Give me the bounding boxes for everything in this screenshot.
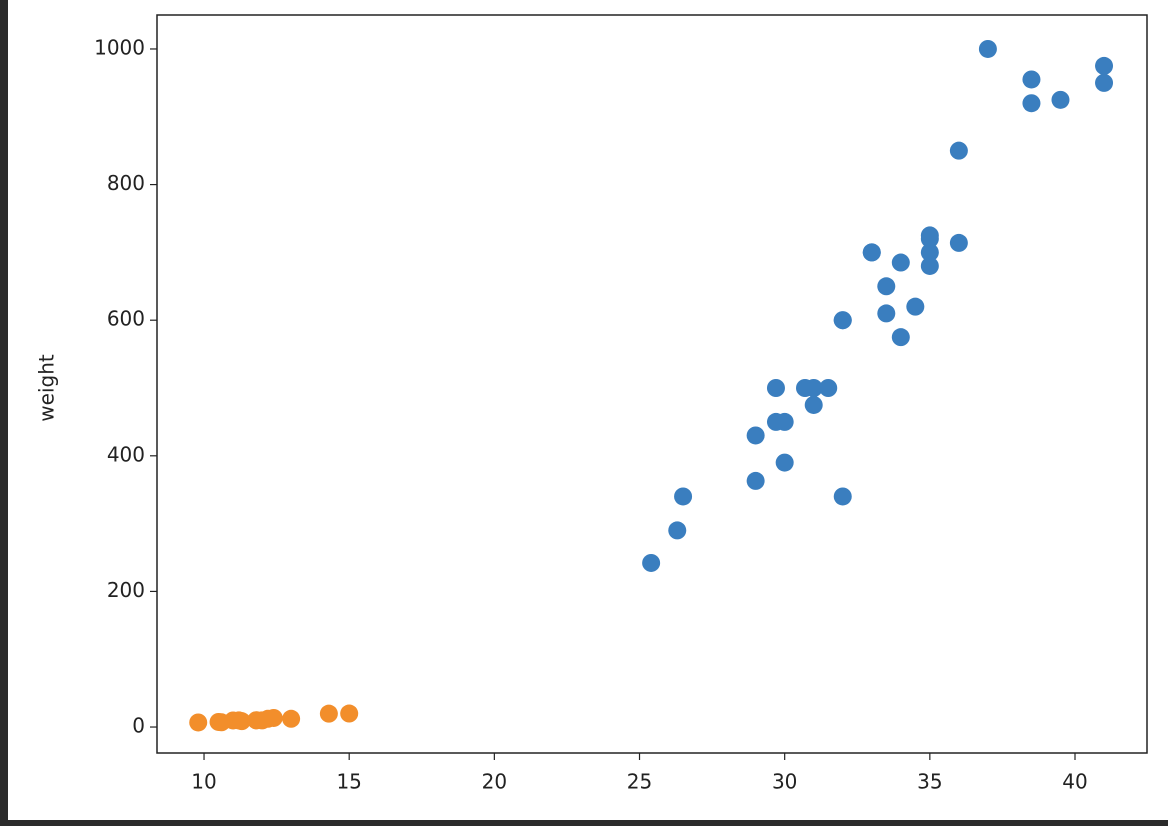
scatter-point <box>674 487 693 506</box>
scatter-point <box>819 379 838 398</box>
scatter-point <box>920 256 939 275</box>
scatter-point <box>804 395 823 414</box>
plot-frame <box>156 14 1148 754</box>
scatter-point <box>189 713 208 732</box>
scatter-point <box>668 521 687 540</box>
y-tick-label: 0 <box>132 714 145 738</box>
y-axis-label: weight <box>35 354 59 422</box>
figure-background <box>8 0 1168 820</box>
y-tick-label: 200 <box>107 578 145 602</box>
y-tick-label: 800 <box>107 171 145 195</box>
scatter-point <box>804 379 823 398</box>
scatter-point <box>877 304 896 323</box>
scatter-point <box>877 277 896 296</box>
scatter-point <box>862 243 881 262</box>
scatter-point <box>642 553 661 572</box>
x-tick-label: 30 <box>772 770 797 794</box>
x-tick-label: 25 <box>627 770 652 794</box>
scatter-point <box>264 708 283 727</box>
scatter-point <box>746 426 765 445</box>
x-tick-label: 15 <box>336 770 361 794</box>
scatter-point <box>282 709 301 728</box>
scatter-point <box>775 453 794 472</box>
scatter-point <box>906 297 925 316</box>
x-tick-label: 35 <box>917 770 942 794</box>
scatter-point <box>1095 73 1114 92</box>
scatter-point <box>920 229 939 248</box>
scatter-point <box>949 141 968 160</box>
scatter-point <box>319 704 338 723</box>
scatter-point <box>978 39 997 58</box>
scatter-point <box>891 253 910 272</box>
scatter-point <box>1022 94 1041 113</box>
scatter-point <box>746 471 765 490</box>
scatter-point <box>1095 56 1114 75</box>
scatter-point <box>1022 70 1041 89</box>
scatter-point <box>232 712 251 731</box>
scatter-point <box>891 328 910 347</box>
x-tick-label: 10 <box>191 770 216 794</box>
scatter-point <box>920 243 939 262</box>
y-tick-label: 400 <box>107 442 145 466</box>
scatter-point <box>949 233 968 252</box>
x-tick-label: 40 <box>1062 770 1087 794</box>
scatter-point <box>775 412 794 431</box>
y-tick-label: 600 <box>107 307 145 331</box>
x-tick-label: 20 <box>482 770 507 794</box>
scatter-point <box>833 311 852 330</box>
scatter-point <box>340 704 359 723</box>
scatter-point <box>766 379 785 398</box>
scatter-point <box>1051 90 1070 109</box>
scatter-point <box>833 487 852 506</box>
y-tick-label: 1000 <box>94 35 145 59</box>
